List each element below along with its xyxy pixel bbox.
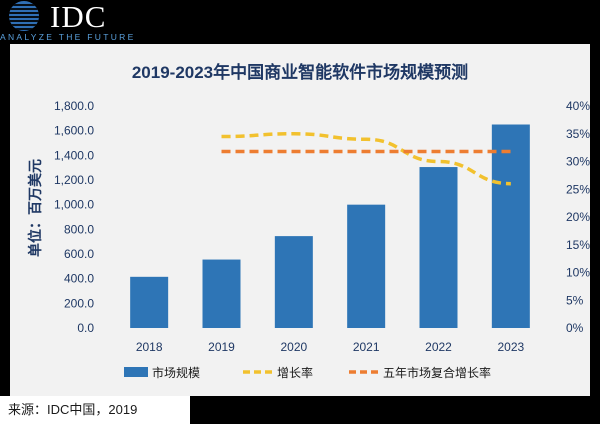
bar-line-chart: 2019-2023年中国商业智能软件市场规模预测 单位：百万美元 0.0 200.… xyxy=(27,62,590,380)
x-tick-label: 2018 xyxy=(136,340,163,354)
y2-tick-label: 35% xyxy=(566,127,590,141)
y-tick-label: 1,800.0 xyxy=(54,99,94,113)
bar xyxy=(274,236,313,328)
x-tick-label: 2022 xyxy=(425,340,452,354)
bar xyxy=(202,259,241,328)
legend-label: 增长率 xyxy=(277,365,313,380)
line-series xyxy=(221,131,511,186)
y2-tick-label: 5% xyxy=(566,293,584,307)
y-tick-label: 0.0 xyxy=(77,321,94,335)
y-tick-label: 1,200.0 xyxy=(54,173,94,187)
y2-axis-ticks: 0% 5% 10% 15% 20% 25% 30% 35% 40% xyxy=(566,99,590,335)
x-tick-label: 2019 xyxy=(208,340,235,354)
legend: 市场规模 增长率 五年市场复合增长率 xyxy=(124,365,491,380)
chart-panel: 2019-2023年中国商业智能软件市场规模预测 单位：百万美元 0.0 200.… xyxy=(10,44,590,396)
logo-text: IDC xyxy=(50,0,107,34)
tagline: ANALYZE THE FUTURE xyxy=(0,32,136,42)
y2-tick-label: 40% xyxy=(566,99,590,113)
idc-logo: IDC ANALYZE THE FUTURE xyxy=(0,0,230,44)
y-tick-label: 200.0 xyxy=(64,296,94,310)
bar xyxy=(419,167,458,328)
y-tick-label: 600.0 xyxy=(64,247,94,261)
globe-icon xyxy=(9,1,39,31)
x-tick-label: 2020 xyxy=(280,340,307,354)
x-tick-label: 2023 xyxy=(497,340,524,354)
bar xyxy=(491,124,530,328)
y2-tick-label: 10% xyxy=(566,266,590,280)
y-axis-label: 单位：百万美元 xyxy=(27,159,43,257)
y-tick-label: 400.0 xyxy=(64,272,94,286)
line-growth-rate xyxy=(221,131,511,186)
legend-swatch-bar xyxy=(124,367,148,377)
bar xyxy=(130,276,169,328)
bar-series xyxy=(130,124,530,328)
chart-title: 2019-2023年中国商业智能软件市场规模预测 xyxy=(132,62,468,82)
y2-tick-label: 30% xyxy=(566,155,590,169)
y-tick-label: 1,600.0 xyxy=(54,124,94,138)
legend-label: 市场规模 xyxy=(152,365,200,380)
y-tick-label: 1,000.0 xyxy=(54,198,94,212)
y2-tick-label: 15% xyxy=(566,238,590,252)
y2-tick-label: 0% xyxy=(566,321,584,335)
y-tick-label: 800.0 xyxy=(64,222,94,236)
y-axis-ticks: 0.0 200.0 400.0 600.0 800.0 1,000.0 1,200.0 1,4… xyxy=(54,99,94,335)
y2-tick-label: 25% xyxy=(566,182,590,196)
source-note: 来源：IDC中国，2019 xyxy=(0,396,190,424)
x-tick-label: 2021 xyxy=(353,340,380,354)
x-axis-ticks: 2018 2019 2020 2021 2022 2023 xyxy=(136,340,525,354)
legend-label: 五年市场复合增长率 xyxy=(383,365,491,380)
y2-tick-label: 20% xyxy=(566,210,590,224)
bar xyxy=(347,204,386,328)
y-tick-label: 1,400.0 xyxy=(54,148,94,162)
